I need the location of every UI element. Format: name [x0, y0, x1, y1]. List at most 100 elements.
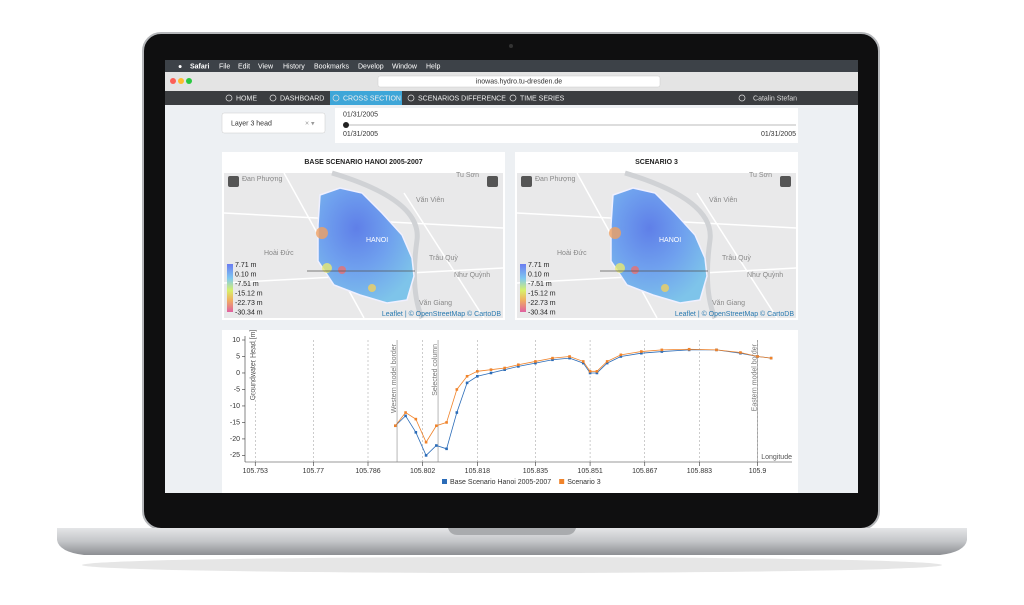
place-label: Văn Giang	[712, 300, 745, 307]
nav-item[interactable]: HOME	[236, 95, 257, 102]
x-tick-label: 105.77	[303, 468, 325, 475]
map-title: SCENARIO 3	[635, 159, 678, 166]
nav-icon	[332, 94, 340, 102]
zoom-button[interactable]	[186, 78, 192, 84]
annotation-label: Selected column	[432, 344, 439, 396]
legend-swatch[interactable]	[559, 479, 565, 484]
head-hotspot	[615, 263, 625, 273]
place-label: HANOI	[659, 237, 681, 244]
series-point	[715, 348, 718, 352]
head-hotspot	[609, 227, 621, 239]
notch	[448, 528, 576, 535]
nav-item[interactable]: TIME SERIES	[520, 95, 565, 102]
place-label: Trâu Quỳ	[722, 255, 751, 262]
menu-item[interactable]: Bookmarks	[314, 63, 350, 70]
series-point	[640, 351, 643, 355]
layers-button[interactable]	[228, 176, 239, 187]
url-bar[interactable]	[377, 75, 661, 88]
legend-label: -22.73 m	[235, 300, 263, 307]
menu-item[interactable]: View	[258, 63, 274, 70]
place-label: Văn Giang	[419, 300, 452, 307]
series-point	[605, 360, 609, 363]
shadow	[82, 557, 942, 573]
layer-select[interactable]	[221, 112, 326, 134]
y-tick-label: 0	[236, 370, 240, 377]
nav-item[interactable]: CROSS SECTION	[343, 95, 401, 102]
series-point	[503, 366, 506, 370]
nav-item[interactable]: DASHBOARD	[280, 95, 324, 102]
series-point	[455, 388, 459, 391]
series-point	[435, 444, 438, 447]
series-point	[534, 360, 537, 363]
y-axis-label: Groundwater Head [m]	[250, 330, 257, 401]
marker-button[interactable]	[780, 176, 791, 187]
nav-icon	[407, 94, 415, 102]
apple-logo: ●	[178, 63, 182, 70]
x-tick-label: 105.835	[523, 468, 548, 475]
x-tick-label: 105.9	[749, 468, 767, 475]
marker-button[interactable]	[487, 176, 498, 187]
y-tick-label: -25	[230, 452, 240, 459]
x-tick-label: 105.753	[243, 468, 268, 475]
place-label: Hoài Đức	[264, 250, 294, 257]
menu-item[interactable]: History	[283, 63, 305, 70]
series-point	[588, 370, 592, 373]
place-label: Văn Viên	[709, 197, 737, 204]
legend-label: 7.71 m	[235, 262, 257, 269]
user-icon	[738, 94, 746, 102]
user-name[interactable]: Catalin Stefan	[753, 95, 797, 102]
series-point	[534, 361, 537, 365]
legend-entry[interactable]: Scenario 3	[567, 479, 601, 486]
legend-entry[interactable]: Base Scenario Hanoi 2005-2007	[450, 479, 551, 486]
y-tick-label: -5	[234, 386, 240, 393]
series-point	[568, 356, 571, 360]
select-clear[interactable]: × ▾	[305, 120, 315, 127]
series-point	[517, 365, 520, 368]
series-point	[404, 411, 407, 414]
menu-item[interactable]: Edit	[238, 63, 250, 70]
legend-label: -15.12 m	[235, 290, 263, 297]
minimize-button[interactable]	[178, 78, 184, 84]
place-label: Đan Phượng	[535, 176, 576, 183]
menu-item[interactable]: Develop	[358, 63, 384, 70]
slider-handle[interactable]	[343, 122, 349, 128]
series-point	[581, 360, 585, 363]
series-point	[517, 363, 520, 367]
head-contour	[317, 187, 415, 304]
map-road	[403, 192, 485, 319]
chart-panel	[222, 330, 798, 493]
series-point	[687, 347, 691, 351]
series-point	[619, 353, 623, 357]
series-point	[394, 424, 397, 428]
nav-item[interactable]: SCENARIOS DIFFERENCE	[418, 95, 506, 102]
y-tick-label: -10	[230, 403, 240, 410]
place-label: Trâu Quỳ	[429, 255, 458, 262]
menu-bar	[165, 60, 858, 72]
river	[331, 170, 425, 319]
head-hotspot	[338, 266, 346, 274]
map-title: BASE SCENARIO HANOI 2005-2007	[304, 159, 422, 166]
series-point	[660, 348, 664, 352]
nav-icon	[509, 94, 517, 102]
menu-app[interactable]: Safari	[190, 63, 210, 70]
series-point	[595, 370, 599, 373]
series-point	[640, 350, 643, 353]
series-point	[476, 374, 479, 378]
series-point	[739, 351, 742, 354]
menu-item[interactable]: File	[219, 63, 230, 70]
layer-select-value: Layer 3 head	[231, 120, 272, 127]
legend-label: -30.34 m	[528, 309, 556, 316]
legend-swatch[interactable]	[442, 479, 447, 484]
series-point	[465, 381, 469, 385]
series-point	[595, 371, 599, 375]
y-tick-label: 10	[232, 337, 240, 344]
menu-item[interactable]: Help	[426, 63, 441, 70]
series-point	[551, 358, 554, 362]
series-point	[455, 411, 459, 414]
close-button[interactable]	[170, 78, 176, 84]
legend-ramp	[227, 264, 233, 312]
map-road	[696, 192, 778, 319]
menu-item[interactable]: Window	[392, 63, 418, 70]
layers-button[interactable]	[521, 176, 532, 187]
